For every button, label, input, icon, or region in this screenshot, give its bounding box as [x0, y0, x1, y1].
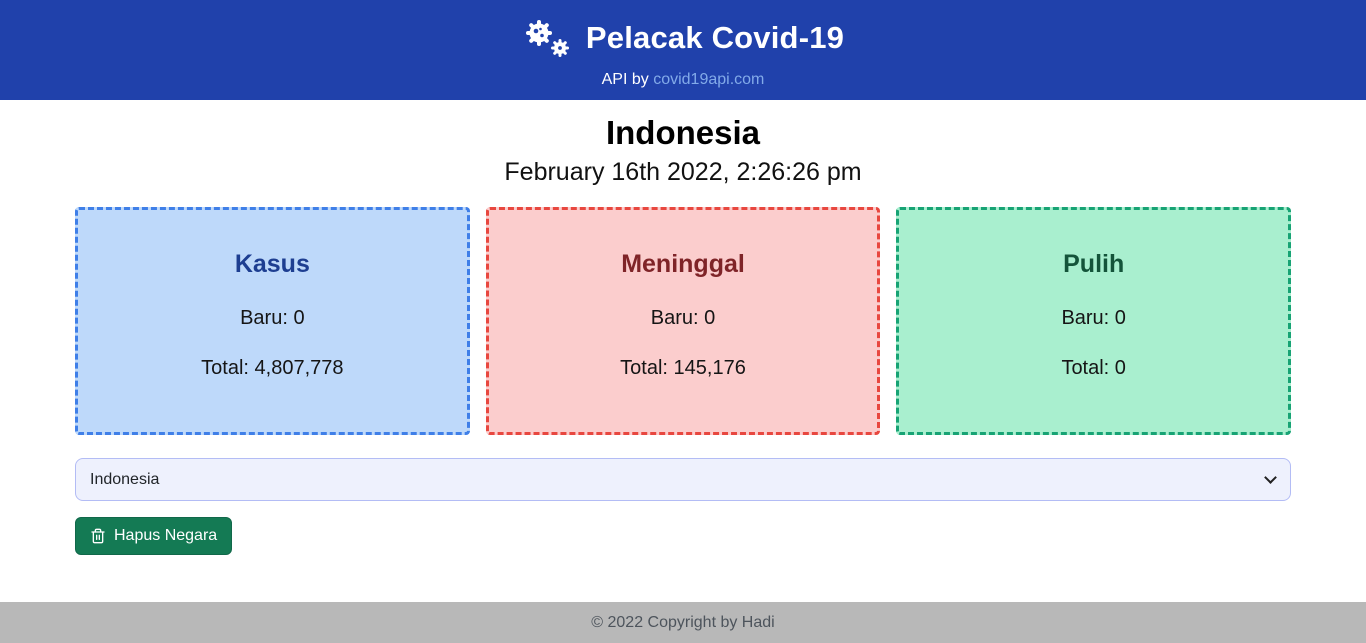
- deaths-card: Meninggal Baru: 0 Total: 145,176: [485, 207, 881, 435]
- app-title: Pelacak Covid-19: [522, 16, 844, 60]
- report-datetime: February 16th 2022, 2:26:26 pm: [504, 158, 862, 186]
- recovered-total: Total: 0: [1061, 357, 1126, 379]
- footer: © 2022 Copyright by Hadi: [0, 602, 1366, 643]
- recovered-card-title: Pulih: [1063, 250, 1125, 278]
- trash-icon: [91, 528, 105, 544]
- recovered-card: Pulih Baru: 0 Total: 0: [896, 207, 1292, 435]
- viruses-icon: [525, 20, 569, 57]
- app-title-text: Pelacak Covid-19: [585, 20, 845, 55]
- cases-new: Baru: 0: [240, 307, 305, 329]
- app-header: Pelacak Covid-19 API by covid19api.com: [0, 0, 1366, 100]
- api-link[interactable]: covid19api.com: [653, 71, 765, 88]
- deaths-card-title: Meninggal: [621, 250, 745, 278]
- main-content: Indonesia February 16th 2022, 2:26:26 pm…: [0, 100, 1366, 555]
- deaths-new: Baru: 0: [650, 307, 716, 329]
- copyright-text: © 2022 Copyright by Hadi: [591, 613, 775, 631]
- cases-card-title: Kasus: [234, 250, 310, 278]
- delete-country-button[interactable]: Hapus Negara: [75, 517, 233, 555]
- country-name: Indonesia: [605, 114, 761, 151]
- country-select-wrap: Indonesia: [75, 458, 1291, 501]
- deaths-total: Total: 145,176: [620, 357, 746, 379]
- country-select[interactable]: Indonesia: [75, 458, 1291, 501]
- recovered-new: Baru: 0: [1061, 307, 1126, 329]
- api-by-text: API by: [601, 71, 654, 88]
- cases-card: Kasus Baru: 0 Total: 4,807,778: [75, 207, 470, 435]
- stats-cards-row: Kasus Baru: 0 Total: 4,807,778 Meninggal…: [75, 207, 1292, 435]
- app-subtitle: API by covid19api.com: [0, 71, 1366, 89]
- delete-country-label: Hapus Negara: [114, 527, 218, 544]
- cases-total: Total: 4,807,778: [201, 357, 344, 379]
